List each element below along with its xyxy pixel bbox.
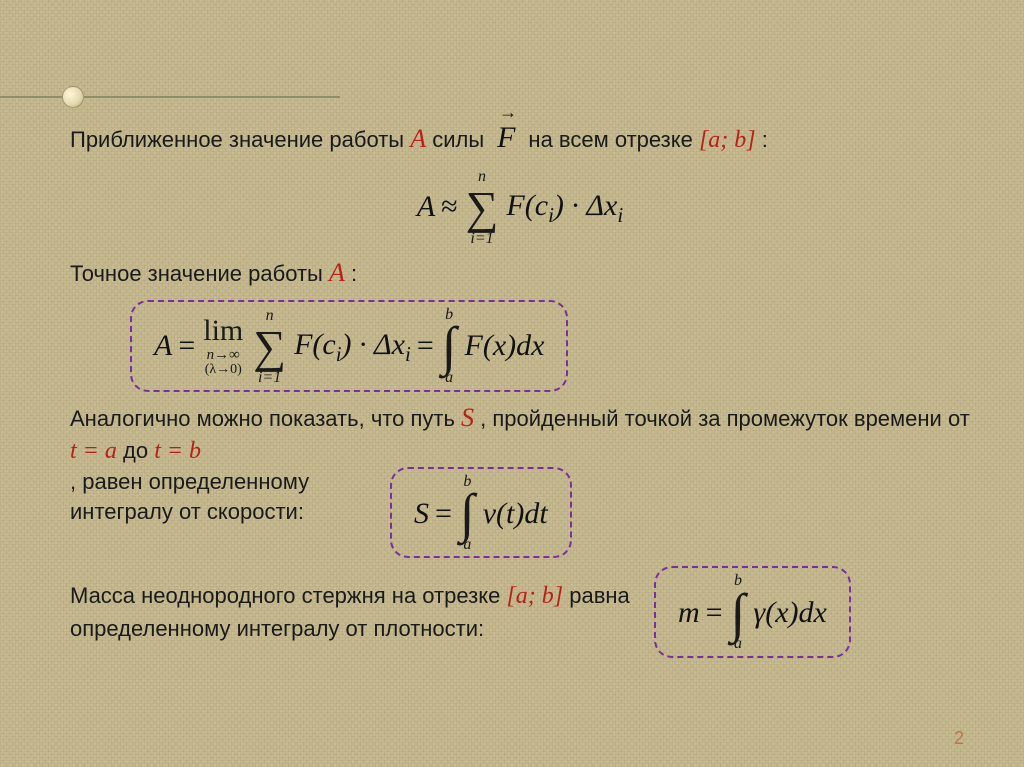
l3-t3: до xyxy=(123,438,154,463)
f4-eq: = xyxy=(706,593,723,634)
f1-sum-bot: i=1 xyxy=(466,231,499,247)
vector-F: F xyxy=(497,112,515,159)
f2-eq1: = xyxy=(178,326,195,367)
f2-b1: F(c xyxy=(294,328,336,361)
f2-lim-u1: n→∞ xyxy=(203,348,243,363)
integral-icon: ∫ xyxy=(731,589,746,638)
f2-sum: n ∑ i=1 xyxy=(253,308,286,386)
formula-2-wrap: A = lim n→∞ (λ→0) n ∑ i=1 F(ci) · Δxi = … xyxy=(130,300,970,392)
line-4-row: Масса неоднородного стержня на отрезке [… xyxy=(70,566,970,657)
f1-s2: i xyxy=(617,203,623,227)
f2-b2: ) · Δx xyxy=(342,328,405,361)
line1-mid: силы xyxy=(432,127,490,152)
line-2: Точное значение работы A : xyxy=(70,255,970,290)
l3-ta: t = a xyxy=(70,438,117,464)
f1-b1: F(c xyxy=(506,189,548,222)
formula-3-frame: S = b ∫ a v(t)dt xyxy=(390,467,572,558)
f2-rhs: F(x)dx xyxy=(465,326,545,367)
f3-eq: = xyxy=(435,494,452,535)
line-3: Аналогично можно показать, что путь S , … xyxy=(70,400,970,559)
f2-lim-t: lim xyxy=(203,316,243,346)
l3-t4: , равен определенному интегралу от скоро… xyxy=(70,469,309,524)
line1-A: A xyxy=(410,124,426,153)
l3-t2: , пройденный точкой за промежуток времен… xyxy=(480,406,970,431)
f2-int: b ∫ a xyxy=(442,308,457,385)
line2-A: A xyxy=(329,258,345,287)
line1-interval: [a; b] xyxy=(699,127,756,153)
line1-prefix: Приближенное значение работы xyxy=(70,127,410,152)
f3-int: b ∫ a xyxy=(460,475,475,552)
f1-b2: ) · Δx xyxy=(554,189,617,222)
f1-approx: ≈ xyxy=(441,187,457,228)
f1-sum: n ∑ i=1 xyxy=(466,169,499,247)
sigma-icon: ∑ xyxy=(466,185,499,231)
f2-s2: i xyxy=(405,342,411,366)
slide-content: Приближенное значение работы A силы F на… xyxy=(70,112,970,658)
f1-A: A xyxy=(417,187,435,228)
f3-S: S xyxy=(414,494,429,535)
l4-interval: [a; b] xyxy=(506,583,563,609)
f4-m: m xyxy=(678,593,700,634)
f2-body1: F(ci) · Δxi xyxy=(294,325,411,368)
line2-prefix: Точное значение работы xyxy=(70,261,329,286)
f2-eq2: = xyxy=(417,326,434,367)
l3-t1: Аналогично можно показать, что путь xyxy=(70,406,461,431)
f3-rhs: v(t)dt xyxy=(483,494,548,535)
f4-rhs: γ(x)dx xyxy=(753,593,826,634)
formula-1: A ≈ n ∑ i=1 F(ci) · Δxi xyxy=(70,169,970,247)
decor-circle xyxy=(62,86,84,108)
f2-sum-b: i=1 xyxy=(253,370,286,386)
f2-A: A xyxy=(154,326,172,367)
formula-2-frame: A = lim n→∞ (λ→0) n ∑ i=1 F(ci) · Δxi = … xyxy=(130,300,568,392)
f2-lim-u2: (λ→0) xyxy=(203,363,243,377)
f2-lim: lim n→∞ (λ→0) xyxy=(203,316,243,377)
sigma-icon: ∑ xyxy=(253,324,286,370)
line1-suffix1: на всем отрезке xyxy=(528,127,699,152)
line-4: Масса неоднородного стержня на отрезке [… xyxy=(70,580,630,644)
page-number: 2 xyxy=(954,728,964,749)
line-1: Приближенное значение работы A силы F на… xyxy=(70,112,970,159)
integral-icon: ∫ xyxy=(442,322,457,371)
l3-tb: t = b xyxy=(154,438,201,464)
f1-body: F(ci) · Δxi xyxy=(506,186,623,229)
line2-colon: : xyxy=(351,261,357,286)
integral-icon: ∫ xyxy=(460,489,475,538)
line1-colon: : xyxy=(762,127,768,152)
l4-t1: Масса неоднородного стержня на отрезке xyxy=(70,583,506,608)
f4-int: b ∫ a xyxy=(731,574,746,651)
decor-line xyxy=(0,96,340,98)
l3-S: S xyxy=(461,403,474,432)
formula-4-frame: m = b ∫ a γ(x)dx xyxy=(654,566,851,657)
